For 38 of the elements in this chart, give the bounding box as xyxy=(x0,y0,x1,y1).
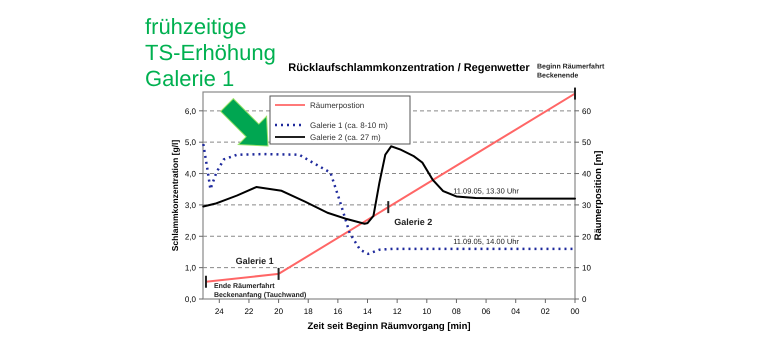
legend-label: Galerie 1 (ca. 8-10 m) xyxy=(310,121,388,130)
x-axis-title: Zeit seit Beginn Räumvorgang [min] xyxy=(307,321,471,332)
line-series xyxy=(202,145,576,225)
y-tick-label: 4,0 xyxy=(184,170,197,179)
y2-tick-label: 10 xyxy=(582,264,592,273)
x-tick-label: 22 xyxy=(244,307,254,316)
x-tick-label: 02 xyxy=(540,307,550,316)
text: frühzeitige TS-Erhöhung Galerie 1 xyxy=(145,14,276,91)
x-tick-label: 18 xyxy=(304,307,314,316)
y-tick-label: 5,0 xyxy=(184,138,197,148)
y2-tick-label: 60 xyxy=(582,106,592,116)
x-tick-label: 04 xyxy=(511,307,521,316)
legend-label: Räumerpostion xyxy=(310,101,364,110)
annotation: Galerie 2 xyxy=(394,217,432,228)
x-tick-label: 14 xyxy=(363,307,373,316)
y2-tick-label: 40 xyxy=(582,170,592,179)
x-tick-label: 08 xyxy=(452,307,462,316)
y-tick-label: 1,0 xyxy=(184,264,197,273)
x-tick-label: 24 xyxy=(214,307,224,316)
x-tick-label: 00 xyxy=(570,307,580,316)
y-axis-title: Schlammkonzentration [g/l] xyxy=(170,140,180,252)
y-tick-label: 6,0 xyxy=(184,106,197,116)
chart-title: Rücklaufschlammkonzentration / Regenwetter xyxy=(288,62,530,74)
legend-label: Galerie 2 (ca. 27 m) xyxy=(310,133,382,142)
y-tick-label: 3,0 xyxy=(184,200,197,210)
y-tick-label: 2,0 xyxy=(184,232,197,242)
y2-tick-label: 20 xyxy=(582,232,592,242)
x-tick-label: 06 xyxy=(482,307,492,316)
y2-tick-label: 0 xyxy=(582,295,587,304)
annotation: Galerie 1 xyxy=(236,256,274,266)
y2-axis-title: Räumerposition [m] xyxy=(593,150,604,240)
x-tick-label: 20 xyxy=(274,307,284,316)
y2-tick-label: 30 xyxy=(582,200,592,210)
x-tick-label: 12 xyxy=(392,307,402,316)
x-tick-label: 10 xyxy=(422,307,432,316)
y-tick-label: 0,0 xyxy=(184,295,197,304)
y2-tick-label: 50 xyxy=(582,138,592,148)
x-tick-label: 16 xyxy=(333,307,343,316)
